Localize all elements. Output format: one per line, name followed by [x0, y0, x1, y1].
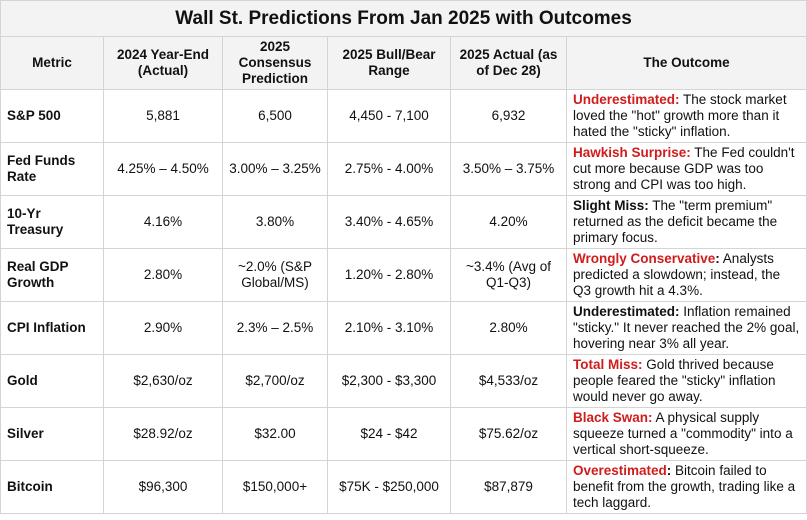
header-consensus: 2025 Consensus Prediction [222, 36, 328, 90]
year-end-cell: 2.90% [103, 301, 223, 355]
year-end-cell: 2.80% [103, 248, 223, 302]
outcome-cell: Underestimated: Inflation remained "stic… [565, 301, 807, 355]
consensus-cell: 3.80% [222, 195, 328, 249]
table-row: Silver $28.92/oz $32.00 $24 - $42 $75.62/oz B… [0, 407, 807, 461]
outcome-text: The "term premium" returned as the defic… [573, 198, 778, 245]
outcome-label: Slight Miss: [573, 198, 649, 213]
outcome-text: Analysts predicted a slowdown; instead, … [573, 251, 781, 298]
year-end-cell: $96,300 [103, 460, 223, 514]
consensus-cell: ~2.0% (S&P Global/MS) [222, 248, 328, 302]
actual-cell: $4,533/oz [450, 354, 567, 408]
actual-cell: ~3.4% (Avg of Q1-Q3) [450, 248, 567, 302]
metric-cell: Gold [0, 354, 104, 408]
metric-cell: Fed Funds Rate [0, 142, 104, 196]
year-end-cell: 5,881 [103, 89, 223, 143]
actual-cell: 6,932 [450, 89, 567, 143]
table-row: Bitcoin $96,300 $150,000+ $75K - $250,000 $8… [0, 460, 807, 514]
metric-cell: CPI Inflation [0, 301, 104, 355]
range-cell: $24 - $42 [327, 407, 451, 461]
table-row: CPI Inflation 2.90% 2.3% – 2.5% 2.10% - 3.1… [0, 301, 807, 355]
consensus-cell: 3.00% – 3.25% [222, 142, 328, 196]
outcome-text: The stock market loved the "hot" growth … [573, 92, 787, 139]
outcome-colon: : [666, 463, 672, 478]
metric-cell: Real GDP Growth [0, 248, 104, 302]
year-end-cell: 4.25% – 4.50% [103, 142, 223, 196]
range-cell: 1.20% - 2.80% [327, 248, 451, 302]
outcome-label: Overestimated [573, 463, 667, 478]
year-end-cell: 4.16% [103, 195, 223, 249]
header-metric: Metric [0, 36, 104, 90]
year-end-cell: $28.92/oz [103, 407, 223, 461]
actual-cell: $75.62/oz [450, 407, 567, 461]
consensus-cell: 6,500 [222, 89, 328, 143]
outcome-label: Hawkish Surprise: [573, 145, 691, 160]
outcome-colon: : [715, 251, 720, 266]
header-range: 2025 Bull/Bear Range [327, 36, 451, 90]
outcome-label: Total Miss: [573, 357, 643, 372]
table-row: Real GDP Growth 2.80% ~2.0% (S&P Global/MS… [0, 248, 807, 302]
actual-cell: 4.20% [450, 195, 567, 249]
outcome-cell: Underestimated: The stock market loved t… [565, 89, 807, 143]
outcome-label: Underestimated: [573, 92, 680, 107]
consensus-cell: $32.00 [222, 407, 328, 461]
metric-cell: Silver [0, 407, 104, 461]
range-cell: 2.10% - 3.10% [327, 301, 451, 355]
table-row: Gold $2,630/oz $2,700/oz $2,300 - $3,300 $4,… [0, 354, 807, 408]
outcome-text: Bitcoin failed to benefit from the growt… [573, 463, 796, 510]
outcome-text: Gold thrived because people feared the "… [573, 357, 776, 404]
outcome-cell: Hawkish Surprise: The Fed couldn't cut m… [565, 142, 807, 196]
table-row: S&P 500 5,881 6,500 4,450 - 7,100 6,932 Under… [0, 89, 807, 143]
actual-cell: $87,879 [450, 460, 567, 514]
outcome-label: Wrongly Conservative [573, 251, 716, 266]
table-row: Fed Funds Rate 4.25% – 4.50% 3.00% – 3.25%… [0, 142, 807, 196]
header-outcome: The Outcome [565, 36, 807, 90]
actual-cell: 2.80% [450, 301, 567, 355]
outcome-cell: Overestimated: Bitcoin failed to benefit… [565, 460, 807, 514]
outcome-label: Black Swan: [573, 410, 653, 425]
outcome-label: Underestimated: [573, 304, 680, 319]
outcome-text: Inflation remained "sticky." It never re… [573, 304, 800, 351]
outcome-cell: Wrongly Conservative: Analysts predicted… [565, 248, 807, 302]
outcome-cell: Total Miss: Gold thrived because people … [565, 354, 807, 408]
consensus-cell: $150,000+ [222, 460, 328, 514]
actual-cell: 3.50% – 3.75% [450, 142, 567, 196]
header-2024: 2024 Year-End (Actual) [103, 36, 223, 90]
metric-cell: 10-Yr Treasury [0, 195, 104, 249]
outcome-text: A physical supply squeeze turned a "comm… [573, 410, 793, 457]
range-cell: 3.40% - 4.65% [327, 195, 451, 249]
year-end-cell: $2,630/oz [103, 354, 223, 408]
table-title: Wall St. Predictions From Jan 2025 with … [0, 0, 807, 37]
header-actual: 2025 Actual (as of Dec 28) [450, 36, 567, 90]
outcome-text: The Fed couldn't cut more because GDP wa… [573, 145, 795, 192]
outcome-cell: Slight Miss: The "term premium" returned… [565, 195, 807, 249]
range-cell: $2,300 - $3,300 [327, 354, 451, 408]
range-cell: $75K - $250,000 [327, 460, 451, 514]
consensus-cell: $2,700/oz [222, 354, 328, 408]
table-row: 10-Yr Treasury 4.16% 3.80% 3.40% - 4.65% 4.2… [0, 195, 807, 249]
outcome-cell: Black Swan: A physical supply squeeze tu… [565, 407, 807, 461]
metric-cell: Bitcoin [0, 460, 104, 514]
range-cell: 4,450 - 7,100 [327, 89, 451, 143]
metric-cell: S&P 500 [0, 89, 104, 143]
consensus-cell: 2.3% – 2.5% [222, 301, 328, 355]
range-cell: 2.75% - 4.00% [327, 142, 451, 196]
